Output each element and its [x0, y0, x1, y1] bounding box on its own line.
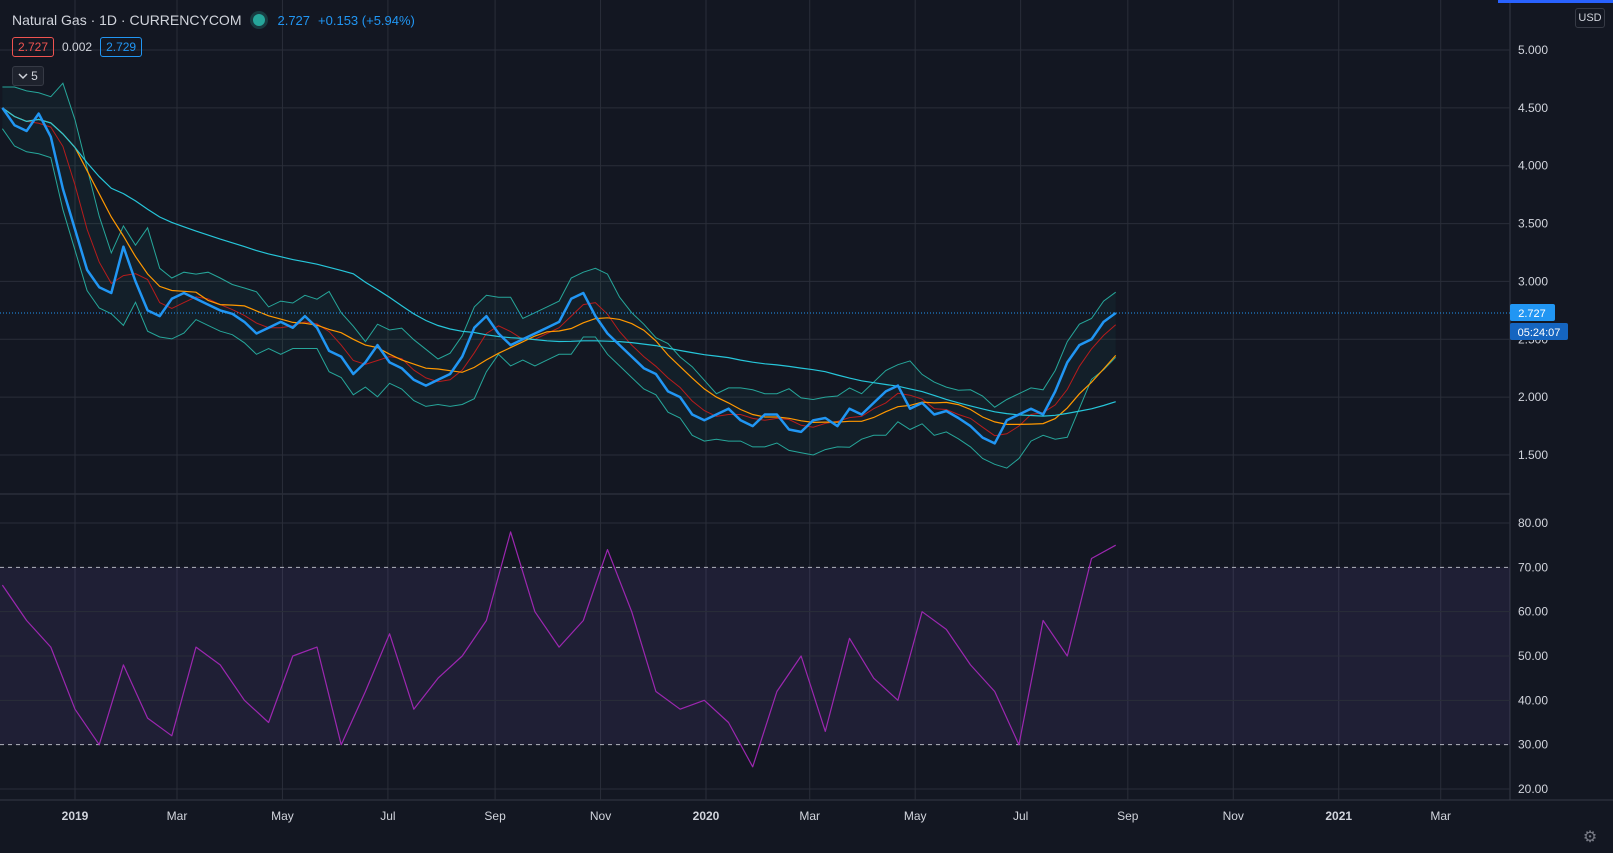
gear-icon[interactable]: ⚙	[1582, 829, 1598, 846]
price-axis-label: 4.500	[1518, 101, 1548, 115]
time-axis-label: May	[904, 809, 927, 823]
price-axis-label: 4.000	[1518, 159, 1548, 173]
time-axis-label: Sep	[484, 809, 506, 823]
time-axis-label: Jul	[1013, 809, 1028, 823]
time-axis-label: 2020	[693, 809, 720, 823]
symbol-title[interactable]: Natural Gas · 1D · CURRENCYCOM	[12, 12, 242, 28]
bollinger-lower	[1, 128, 1117, 469]
bollinger-upper	[2, 82, 1116, 408]
chevron-down-icon	[18, 73, 28, 80]
price-change: +0.153 (+5.94%)	[318, 12, 415, 28]
last-price: 2.727	[277, 12, 311, 28]
rsi-axis-label: 30.00	[1518, 738, 1548, 752]
countdown-label: 05:24:07	[1518, 327, 1561, 339]
ma-long-line	[2, 107, 1116, 417]
time-axis-label: 2019	[62, 809, 89, 823]
rsi-axis-label: 50.00	[1518, 649, 1548, 663]
last-price-tag-label: 2.727	[1518, 308, 1546, 320]
market-open-dot-icon	[253, 14, 266, 26]
toolbar-accent-bar	[1498, 0, 1613, 3]
symbol-header: Natural Gas · 1D · CURRENCYCOM 2.727 +0.…	[12, 10, 415, 30]
countdown-tag	[1510, 323, 1568, 341]
rsi-axis-label: 70.00	[1518, 560, 1548, 574]
ma-mid-line	[2, 107, 1117, 425]
last-price-tag	[1510, 304, 1555, 322]
price-axis-label: 1.500	[1518, 448, 1548, 462]
currency-button[interactable]: USD	[1575, 8, 1605, 28]
spread-value: 0.002	[62, 40, 93, 54]
time-axis-label: Jul	[380, 809, 395, 823]
time-axis-label: Nov	[590, 809, 611, 823]
time-axis-label: 2021	[1325, 809, 1352, 823]
rsi-axis-label: 40.00	[1518, 693, 1548, 707]
indicators-count: 5	[31, 69, 38, 83]
price-axis-label: 5.000	[1518, 43, 1548, 57]
rsi-axis-label: 20.00	[1518, 782, 1548, 796]
ma-short-line	[2, 107, 1117, 437]
quote-row: 2.727 0.002 2.729	[12, 37, 143, 57]
indicators-collapse-button[interactable]: 5	[12, 66, 44, 86]
time-axis-label: Mar	[167, 809, 188, 823]
rsi-axis-label: 60.00	[1518, 605, 1548, 619]
bid-price-box[interactable]: 2.727	[12, 37, 55, 57]
time-axis-label: Nov	[1223, 809, 1244, 823]
time-axis-label: Sep	[1117, 809, 1139, 823]
bollinger-fill	[2, 83, 1116, 469]
price-axis-label: 3.000	[1518, 274, 1548, 288]
price-axis-label: 3.500	[1518, 217, 1548, 231]
time-axis-label: Mar	[799, 809, 820, 823]
time-axis-label: May	[271, 809, 294, 823]
rsi-axis-label: 80.00	[1518, 516, 1548, 530]
time-axis-label: Mar	[1430, 809, 1451, 823]
price-axis-label: 2.000	[1518, 390, 1548, 404]
ask-price-box[interactable]: 2.729	[100, 37, 143, 57]
